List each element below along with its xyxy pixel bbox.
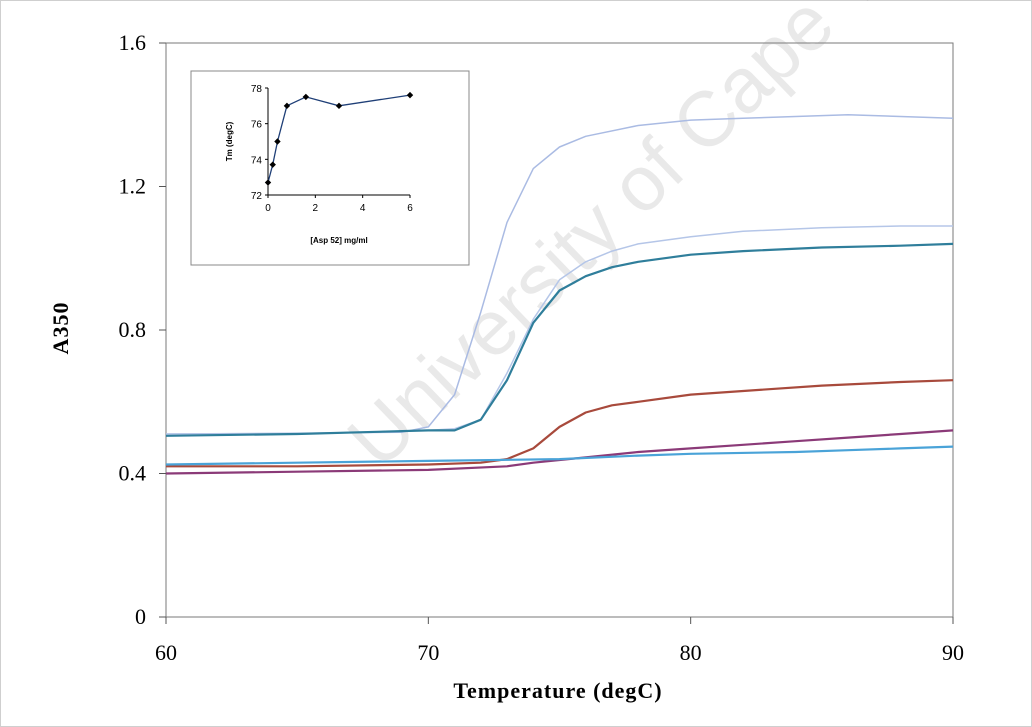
inset-x-tick-label: 0 [265, 203, 271, 214]
inset-data-point [264, 179, 272, 186]
inset-chart: 72 74 76 78 0 2 4 6 Tm (degC) [Asp 52] mg/ml [190, 70, 470, 266]
series-line-1 [165, 114, 954, 435]
inset-x-tick-label: 6 [407, 203, 413, 214]
x-tick-label: 60 [155, 640, 177, 665]
series-line-4 [166, 379, 954, 468]
x-axis-title: Temperature (degC) [453, 678, 662, 703]
inset-x-axis-title: [Asp 52] mg/ml [310, 236, 367, 245]
series-line-3 [165, 242, 954, 437]
inset-x-tick-label: 2 [313, 203, 319, 214]
inset-data-point [274, 138, 281, 145]
x-tick-label: 70 [417, 640, 439, 665]
inset-x-tick-label: 4 [360, 203, 366, 214]
inset-y-axis-title: Tm (degC) [225, 121, 234, 161]
inset-y-tick-label: 78 [251, 84, 263, 95]
inset-y-tick-label: 74 [251, 155, 263, 166]
inset-data-point [406, 91, 414, 99]
inset-data-point [335, 102, 343, 110]
inset-data-point [302, 93, 310, 101]
y-tick-label: 0 [135, 604, 146, 629]
x-tick-label: 80 [680, 640, 702, 665]
y-axis-title: A350 [48, 302, 73, 355]
series-line-6 [165, 445, 954, 466]
inset-data-point [269, 161, 276, 168]
x-tick-label: 90 [942, 640, 964, 665]
main-plot-area: 00.40.81.21.660 70 80 90 [119, 30, 965, 665]
y-tick-label: 1.2 [119, 174, 147, 199]
series-line-5 [165, 429, 954, 475]
inset-data-point [283, 102, 291, 110]
y-tick-label: 1.6 [119, 30, 147, 55]
inset-y-tick-label: 76 [251, 120, 263, 131]
y-tick-label: 0.8 [119, 317, 147, 342]
inset-y-tick-label: 72 [251, 191, 263, 202]
y-tick-label: 0.4 [119, 461, 147, 486]
